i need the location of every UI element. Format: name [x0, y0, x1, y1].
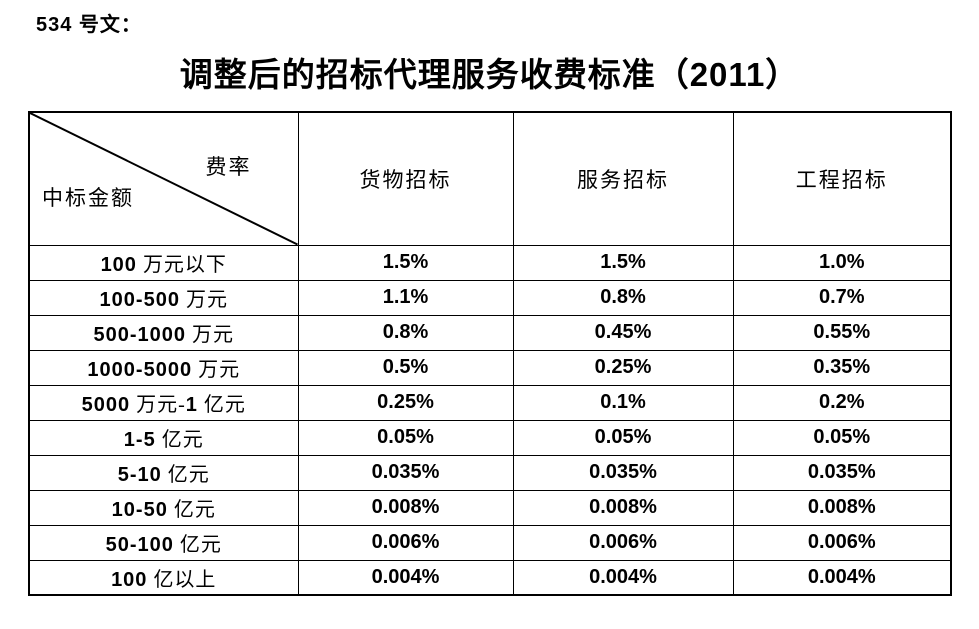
fee-rate-cell: 0.008% [297, 489, 514, 526]
fee-rate-cell: 0.1% [512, 384, 734, 421]
fee-rate-cell: 0.004% [512, 559, 734, 596]
row-label-amount-range: 1000-5000 万元 [28, 349, 299, 386]
table-row: 50-100 亿元 0.006% 0.006% 0.006% [28, 524, 952, 561]
fee-rate-cell: 0.035% [732, 454, 952, 491]
column-header-service: 服务招标 [512, 111, 734, 246]
corner-label-fee-rate: 费率 [205, 155, 252, 179]
fee-rate-cell: 0.05% [732, 419, 952, 456]
table-row: 5000 万元-1 亿元 0.25% 0.1% 0.2% [28, 384, 952, 421]
fee-rate-cell: 0.8% [512, 279, 734, 316]
row-label-amount-range: 100 亿以上 [28, 559, 299, 596]
table-row: 5-10 亿元 0.035% 0.035% 0.035% [28, 454, 952, 491]
doc-ref-heading: 534 号文： [36, 14, 142, 36]
page-title: 调整后的招标代理服务收费标准（2011） [179, 56, 800, 93]
row-label-amount-range: 5-10 亿元 [28, 454, 299, 491]
fee-rate-cell: 0.5% [297, 349, 514, 386]
row-label-amount-range: 100-500 万元 [28, 279, 299, 316]
table-header-row: 费率 中标金额 货物招标 服务招标 工程招标 [28, 111, 952, 246]
fee-rate-cell: 1.5% [512, 244, 734, 281]
fee-rate-cell: 0.05% [297, 419, 514, 456]
fee-rate-cell: 0.006% [297, 524, 514, 561]
fee-rate-cell: 0.008% [512, 489, 734, 526]
row-label-amount-range: 100 万元以下 [28, 244, 299, 281]
row-label-amount-range: 500-1000 万元 [28, 314, 299, 351]
fee-rate-cell: 0.45% [512, 314, 734, 351]
fee-rate-cell: 0.035% [512, 454, 734, 491]
fee-rate-cell: 0.008% [732, 489, 952, 526]
table-row: 500-1000 万元 0.8% 0.45% 0.55% [28, 314, 952, 351]
fee-rate-cell: 0.35% [732, 349, 952, 386]
fee-rate-cell: 0.2% [732, 384, 952, 421]
fee-rate-cell: 0.05% [512, 419, 734, 456]
row-label-amount-range: 5000 万元-1 亿元 [28, 384, 299, 421]
table-row: 100 万元以下 1.5% 1.5% 1.0% [28, 244, 952, 281]
row-label-amount-range: 1-5 亿元 [28, 419, 299, 456]
fee-rate-cell: 0.004% [732, 559, 952, 596]
fee-rate-table: 费率 中标金额 货物招标 服务招标 工程招标 100 万元以下 1.5% 1.5% 1… [28, 111, 952, 596]
fee-rate-cell: 0.035% [297, 454, 514, 491]
diagonal-corner-cell: 费率 中标金额 [28, 111, 299, 246]
fee-rate-cell: 0.7% [732, 279, 952, 316]
fee-rate-cell: 0.8% [297, 314, 514, 351]
fee-rate-cell: 0.25% [512, 349, 734, 386]
fee-rate-cell: 0.006% [512, 524, 734, 561]
column-header-goods: 货物招标 [297, 111, 514, 246]
table-row: 1000-5000 万元 0.5% 0.25% 0.35% [28, 349, 952, 386]
fee-rate-cell: 0.55% [732, 314, 952, 351]
corner-label-bid-amount: 中标金额 [42, 185, 134, 210]
table-row: 100-500 万元 1.1% 0.8% 0.7% [28, 279, 952, 316]
fee-rate-cell: 1.1% [297, 279, 514, 316]
fee-rate-cell: 0.004% [297, 559, 514, 596]
fee-rate-cell: 1.5% [297, 244, 514, 281]
row-label-amount-range: 50-100 亿元 [28, 524, 299, 561]
diagonal-divider-line [30, 113, 298, 245]
fee-rate-cell: 0.25% [297, 384, 514, 421]
fee-table-body: 100 万元以下 1.5% 1.5% 1.0% 100-500 万元 1.1% 0.8% 0.… [28, 244, 952, 596]
fee-rate-cell: 0.006% [732, 524, 952, 561]
fee-rate-cell: 1.0% [732, 244, 952, 281]
table-row: 100 亿以上 0.004% 0.004% 0.004% [28, 559, 952, 596]
table-row: 1-5 亿元 0.05% 0.05% 0.05% [28, 419, 952, 456]
row-label-amount-range: 10-50 亿元 [28, 489, 299, 526]
table-row: 10-50 亿元 0.008% 0.008% 0.008% [28, 489, 952, 526]
column-header-engineering: 工程招标 [732, 111, 952, 246]
